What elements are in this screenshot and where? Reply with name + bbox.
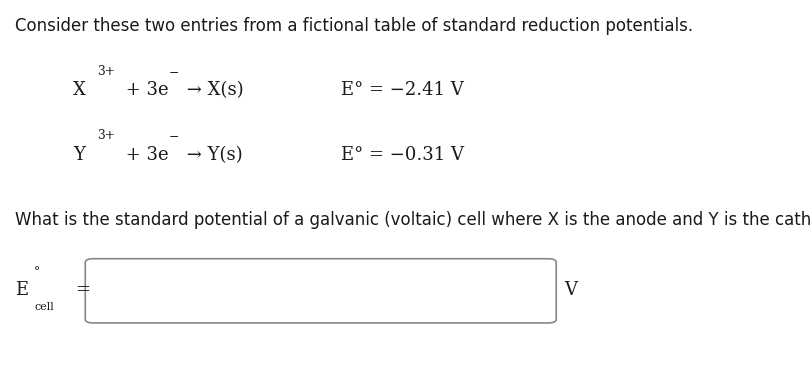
Text: + 3e: + 3e	[120, 146, 169, 164]
Text: 3+: 3+	[97, 130, 115, 142]
Text: Consider these two entries from a fictional table of standard reduction potentia: Consider these two entries from a fictio…	[15, 17, 692, 34]
Text: −: −	[169, 65, 179, 78]
Text: V: V	[564, 281, 577, 299]
Text: X: X	[73, 81, 86, 99]
Text: E° = −2.41 V: E° = −2.41 V	[341, 81, 463, 99]
Text: → X(s): → X(s)	[181, 81, 243, 99]
Text: What is the standard potential of a galvanic (voltaic) cell where X is the anode: What is the standard potential of a galv…	[15, 211, 811, 229]
FancyBboxPatch shape	[85, 259, 556, 323]
Text: =: =	[75, 281, 89, 299]
Text: → Y(s): → Y(s)	[181, 146, 242, 164]
Text: −: −	[169, 130, 179, 142]
Text: °: °	[34, 266, 41, 279]
Text: E: E	[15, 281, 28, 299]
Text: 3+: 3+	[97, 65, 115, 78]
Text: Y: Y	[73, 146, 85, 164]
Text: + 3e: + 3e	[120, 81, 169, 99]
Text: E° = −0.31 V: E° = −0.31 V	[341, 146, 463, 164]
Text: cell: cell	[34, 302, 54, 312]
